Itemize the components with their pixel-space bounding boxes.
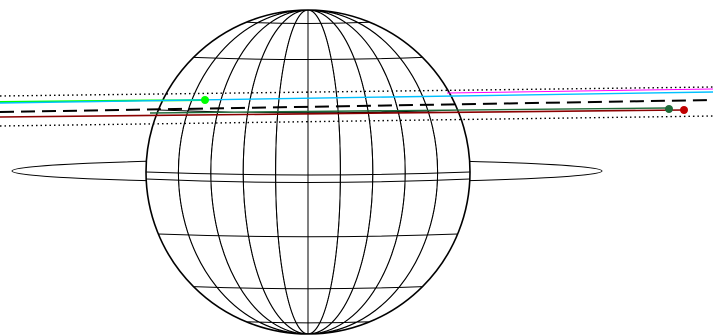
globe-grid bbox=[145, 9, 471, 335]
globe-parallel bbox=[158, 109, 458, 114]
magenta-line bbox=[446, 88, 713, 94]
globe-parallel bbox=[193, 286, 423, 290]
reference-lines bbox=[0, 86, 713, 127]
trajectory-cyan bbox=[0, 91, 713, 104]
trajectory-darkgreen bbox=[149, 107, 669, 114]
dashed-line bbox=[0, 99, 713, 113]
trajectories bbox=[0, 91, 713, 118]
globe-parallel bbox=[158, 233, 458, 238]
marker-red bbox=[680, 106, 688, 114]
ring-front-arc bbox=[145, 178, 471, 183]
globe-parallel bbox=[245, 321, 371, 324]
marker-green bbox=[201, 96, 209, 104]
globe-parallel bbox=[245, 21, 371, 24]
globe-parallel bbox=[193, 56, 423, 61]
trajectory-darkred bbox=[0, 109, 684, 118]
marker-darkgreen bbox=[665, 105, 673, 113]
dotted-line-top bbox=[0, 86, 713, 97]
dotted-line-bottom bbox=[0, 115, 713, 127]
globe-parallel bbox=[145, 171, 471, 176]
